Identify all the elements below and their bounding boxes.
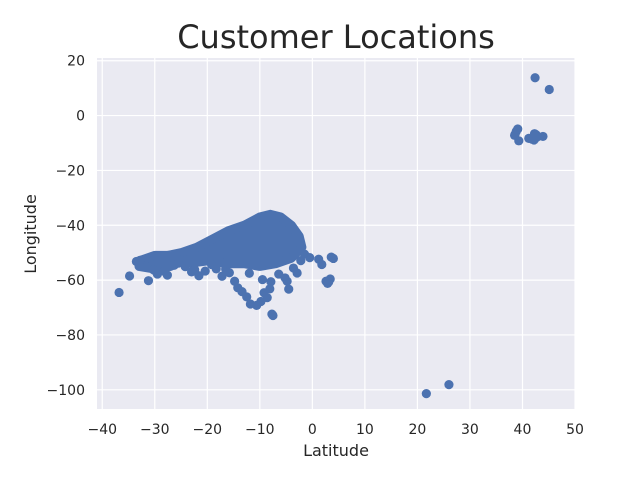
y-tick-label: 20 xyxy=(67,54,85,70)
data-point xyxy=(530,73,540,83)
y-tick-label: −20 xyxy=(55,163,85,179)
data-point xyxy=(265,284,275,294)
x-tick-label: 30 xyxy=(461,422,479,438)
x-tick-label: 0 xyxy=(308,422,317,438)
data-point xyxy=(221,264,231,274)
data-point xyxy=(510,129,520,139)
data-point xyxy=(114,287,124,298)
x-tick-label: 40 xyxy=(514,422,532,438)
x-tick-label: −30 xyxy=(140,422,170,438)
data-point xyxy=(244,268,254,278)
y-tick-label: −60 xyxy=(55,273,85,289)
data-point xyxy=(242,292,252,302)
data-point xyxy=(124,271,135,281)
y-tick-label: −80 xyxy=(55,328,85,344)
data-point xyxy=(262,293,272,303)
plot-area-background xyxy=(97,58,575,409)
y-tick-label: 0 xyxy=(76,109,85,125)
data-point xyxy=(532,132,542,142)
x-axis-label: Latitude xyxy=(303,441,369,460)
data-point xyxy=(143,276,154,286)
data-point xyxy=(266,277,276,287)
x-tick-label: −10 xyxy=(245,422,275,438)
main-cluster-core xyxy=(163,209,307,271)
data-point xyxy=(305,253,315,263)
data-point xyxy=(544,84,554,95)
x-tick-label: 50 xyxy=(566,422,584,438)
data-point xyxy=(257,274,268,285)
data-point xyxy=(180,262,190,272)
chart-title: Customer Locations xyxy=(177,18,495,56)
y-tick-label: −100 xyxy=(47,383,85,399)
data-point xyxy=(328,253,338,264)
data-point xyxy=(325,274,335,284)
data-point xyxy=(173,258,184,268)
data-point xyxy=(194,271,204,281)
x-tick-label: −20 xyxy=(193,422,223,438)
y-tick-label: −40 xyxy=(55,218,85,234)
data-point xyxy=(162,270,172,280)
data-point xyxy=(421,389,431,399)
grid-lines xyxy=(97,58,576,409)
data-point xyxy=(217,271,227,281)
x-tick-labels: −40 −30 −20 −10 0 10 20 30 40 50 xyxy=(87,422,583,438)
x-tick-label: −40 xyxy=(87,422,117,438)
data-point xyxy=(186,267,197,277)
data-point xyxy=(444,379,454,390)
data-point xyxy=(317,259,327,270)
data-point xyxy=(282,276,292,286)
x-tick-label: 10 xyxy=(356,422,374,438)
y-tick-labels: 20 0 −20 −40 −60 −80 −100 xyxy=(47,54,85,399)
data-point xyxy=(292,268,302,278)
data-point xyxy=(135,255,145,265)
y-axis-label: Longitude xyxy=(21,194,40,274)
data-point xyxy=(200,266,210,276)
data-points xyxy=(114,73,554,399)
data-point xyxy=(284,284,294,294)
x-tick-label: 20 xyxy=(409,422,427,438)
data-point xyxy=(268,310,278,321)
data-point xyxy=(211,264,221,274)
